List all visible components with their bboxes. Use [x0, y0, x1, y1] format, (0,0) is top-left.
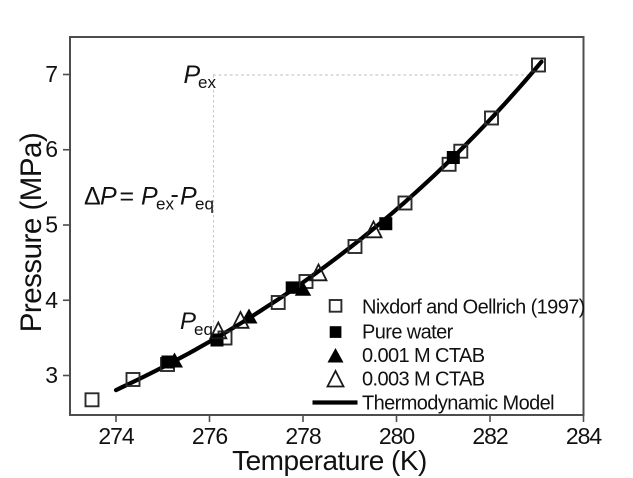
svg-text:274: 274: [98, 423, 135, 449]
svg-text:-: -: [171, 181, 179, 209]
svg-text:Pressure (MPa): Pressure (MPa): [15, 133, 48, 333]
svg-text:Pure water: Pure water: [362, 322, 454, 344]
svg-text:P: P: [184, 61, 201, 89]
svg-text:4: 4: [45, 287, 58, 313]
svg-text:eq: eq: [195, 195, 214, 214]
svg-text:280: 280: [379, 423, 415, 449]
svg-text:ex: ex: [198, 73, 216, 92]
svg-text:6: 6: [45, 136, 57, 162]
svg-text:eq: eq: [194, 320, 213, 339]
svg-text:Temperature (K): Temperature (K): [232, 445, 427, 476]
svg-text:P: P: [180, 308, 196, 335]
svg-text:282: 282: [472, 423, 508, 449]
svg-text:3: 3: [45, 362, 57, 388]
svg-text:284: 284: [566, 423, 603, 449]
svg-text:P: P: [100, 183, 117, 211]
svg-text:Δ: Δ: [84, 183, 101, 211]
svg-text:0.003 M CTAB: 0.003 M CTAB: [362, 369, 485, 391]
svg-text:ex: ex: [156, 195, 174, 214]
svg-text:Thermodynamic Model: Thermodynamic Model: [362, 393, 554, 415]
svg-text:Nixdorf and Oellrich (1997): Nixdorf and Oellrich (1997): [362, 297, 585, 319]
svg-text:0.001 M CTAB: 0.001 M CTAB: [362, 345, 485, 367]
svg-text:=: =: [120, 183, 135, 211]
svg-text:7: 7: [45, 61, 57, 87]
svg-text:276: 276: [192, 423, 228, 449]
svg-text:P: P: [180, 183, 197, 211]
svg-text:278: 278: [285, 423, 321, 449]
svg-text:P: P: [141, 183, 158, 211]
svg-text:5: 5: [45, 212, 57, 238]
